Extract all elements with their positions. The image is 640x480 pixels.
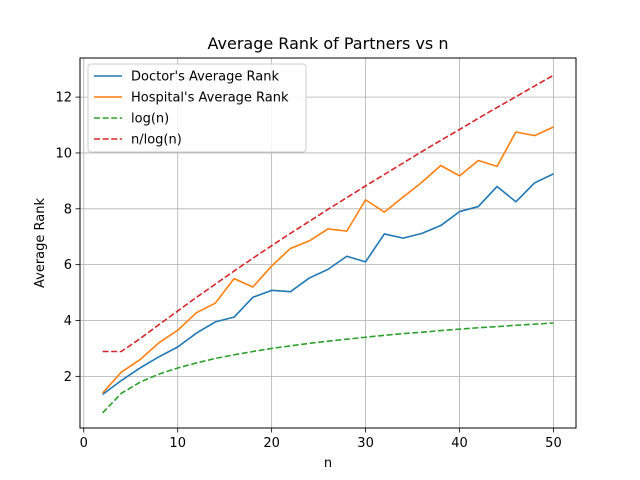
y-axis-label: Average Rank bbox=[33, 198, 48, 288]
x-axis-label: n bbox=[324, 456, 332, 471]
x-tick-label: 0 bbox=[80, 436, 88, 451]
series-line-2 bbox=[101, 126, 554, 394]
y-tick-label: 10 bbox=[55, 146, 72, 161]
legend-label: Doctor's Average Rank bbox=[131, 70, 279, 85]
legend-label: n/log(n) bbox=[131, 133, 182, 148]
y-tick-label: 12 bbox=[55, 91, 72, 106]
chart-title: Average Rank of Partners vs n bbox=[208, 34, 449, 53]
y-tick-label: 8 bbox=[64, 202, 72, 217]
x-tick-label: 10 bbox=[169, 436, 186, 451]
series-line-4 bbox=[102, 74, 554, 353]
legend-label: Hospital's Average Rank bbox=[131, 91, 289, 106]
x-tick-label: 40 bbox=[451, 436, 468, 451]
series-lines bbox=[101, 74, 554, 414]
plot-frame bbox=[79, 57, 577, 429]
y-tick-label: 4 bbox=[64, 314, 72, 329]
y-tick-label: 2 bbox=[64, 370, 72, 385]
legend-label: log(n) bbox=[131, 112, 169, 127]
series-line-3 bbox=[101, 322, 554, 414]
legend-box bbox=[87, 63, 307, 153]
x-tick-label: 20 bbox=[263, 436, 280, 451]
x-tick-label: 50 bbox=[545, 436, 562, 451]
axis-ticks: 0 10 20 30 40 50 2 4 6 8 10 12 bbox=[55, 91, 561, 451]
series-line-1 bbox=[102, 173, 554, 396]
y-tick-label: 6 bbox=[64, 258, 72, 273]
x-tick-label: 30 bbox=[357, 436, 374, 451]
grid bbox=[80, 58, 576, 428]
legend: Doctor's Average Rank Hospital's Average … bbox=[87, 63, 307, 153]
